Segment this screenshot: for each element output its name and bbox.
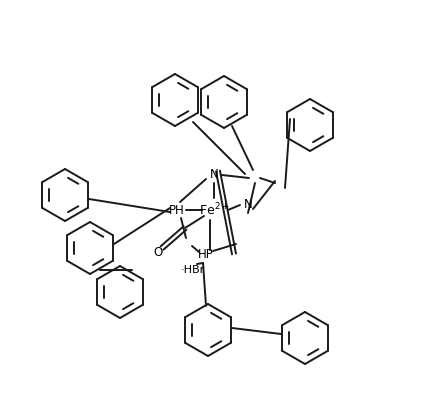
Text: ·HBr: ·HBr	[181, 265, 205, 275]
Text: O: O	[154, 245, 163, 258]
Text: N: N	[244, 198, 252, 211]
Text: Fe$^{2+}$: Fe$^{2+}$	[199, 202, 230, 218]
Text: HP: HP	[198, 249, 214, 261]
Text: N: N	[210, 169, 218, 182]
Text: PH: PH	[169, 204, 185, 216]
